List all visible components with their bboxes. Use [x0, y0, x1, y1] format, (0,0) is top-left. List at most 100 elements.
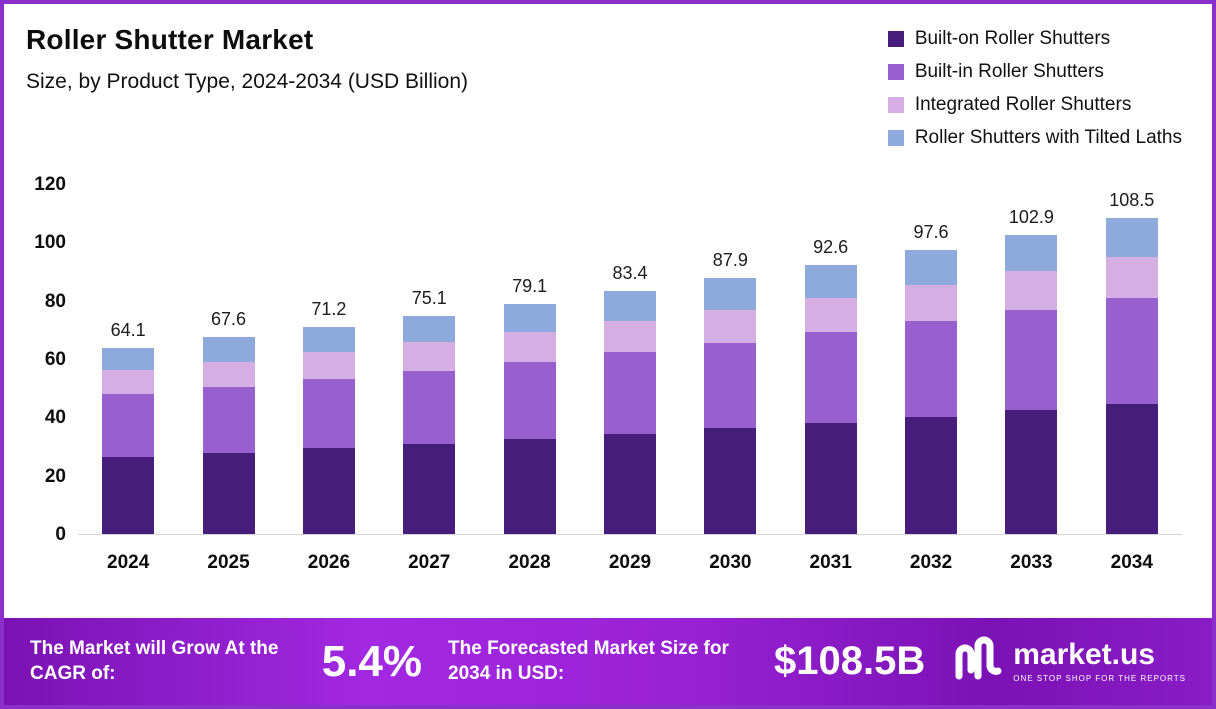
- bar-segment: [603, 321, 656, 353]
- bar-segment: [302, 326, 355, 353]
- bar-stack-2030: [704, 278, 757, 534]
- bar-total-label: 102.9: [1008, 206, 1054, 227]
- bar-total-label: 71.2: [311, 298, 347, 319]
- bar-segment: [804, 422, 857, 534]
- y-axis-tick-100: 100: [34, 232, 66, 254]
- logo-text-block: market.us ONE STOP SHOP FOR THE REPORTS: [1013, 638, 1186, 684]
- bar-column-2030: 87.9 2030: [704, 185, 757, 573]
- bar-segment: [804, 297, 857, 333]
- bar-segment: [102, 347, 155, 371]
- bar-stack-2027: [403, 315, 456, 534]
- bar-segment: [102, 456, 155, 534]
- x-axis-label-2025: 2025: [207, 552, 250, 573]
- legend-swatch: [887, 97, 904, 113]
- bar-segment: [503, 438, 556, 534]
- bar-stack-2034: [1105, 218, 1158, 535]
- chart-legend: Built-on Roller Shutters Built-in Roller …: [887, 24, 1182, 149]
- bar-column-2029: 83.4 2029: [603, 185, 656, 573]
- legend-swatch: [887, 31, 904, 47]
- bar-segment: [804, 264, 857, 298]
- legend-item-2: Integrated Roller Shutters: [887, 94, 1182, 116]
- y-axis-tick-60: 60: [44, 349, 66, 370]
- x-axis-label-2031: 2031: [809, 552, 852, 573]
- logo-name: market.us: [1013, 638, 1155, 671]
- legend-swatch: [887, 64, 904, 80]
- bar-segment: [1105, 403, 1158, 535]
- x-axis-label-2030: 2030: [709, 552, 752, 573]
- bar-segment: [302, 352, 355, 379]
- page-subtitle: Size, by Product Type, 2024-2034 (USD Bi…: [26, 70, 469, 93]
- bar-segment: [603, 291, 656, 322]
- forecast-value: $108.5B: [774, 639, 926, 683]
- y-axis-tick-120: 120: [34, 174, 66, 195]
- bar-segment: [1105, 257, 1158, 298]
- bar-segment: [503, 331, 556, 362]
- x-axis-label-2026: 2026: [307, 552, 351, 573]
- bar-segment: [905, 321, 958, 417]
- bar-stack-2032: [905, 250, 958, 534]
- bar-plot: 64.1 2024 67.6 2025 71.2 2026 75.1 2027 79.1 2028…: [78, 185, 1182, 573]
- bar-segment: [704, 309, 757, 343]
- bar-segment: [905, 250, 958, 285]
- bar-segment: [1005, 410, 1058, 534]
- cagr-value: 5.4%: [321, 636, 423, 686]
- bar-segment: [704, 428, 757, 534]
- bar-segment: [202, 386, 255, 453]
- bar-segment: [603, 352, 656, 434]
- bar-segment: [1005, 234, 1058, 272]
- legend-label: Built-on Roller Shutters: [914, 28, 1111, 49]
- cagr-label: The Market will Grow At the CAGR of:: [30, 637, 279, 684]
- bar-column-2025: 67.6 2025: [202, 185, 255, 573]
- x-axis-label-2032: 2032: [909, 552, 953, 573]
- bar-segment: [905, 284, 958, 322]
- bar-stack-2024: [102, 347, 155, 534]
- bar-total-label: 75.1: [411, 287, 447, 308]
- bar-segment: [704, 342, 757, 429]
- bar-stack-2033: [1005, 234, 1058, 534]
- bar-stack-2029: [603, 291, 656, 534]
- bar-segment: [102, 394, 155, 457]
- bar-column-2027: 75.1 2027: [403, 185, 456, 573]
- legend-label: Built-in Roller Shutters: [914, 61, 1104, 82]
- footer-banner: The Market will Grow At the CAGR of: 5.4…: [4, 618, 1212, 705]
- bar-total-label: 92.6: [813, 236, 849, 257]
- chart-area: 0 20 40 60 80 100 120 64.1 2024 67.6 2025 71.2 2026…: [4, 174, 1212, 573]
- bar-segment: [202, 337, 255, 362]
- bar-column-2033: 102.9 2033: [1005, 185, 1058, 573]
- bar-total-label: 108.5: [1109, 190, 1155, 211]
- bar-segment: [503, 303, 556, 332]
- bar-total-label: 83.4: [612, 263, 648, 284]
- bar-stack-2025: [202, 337, 255, 534]
- bar-total-label: 64.1: [110, 319, 146, 340]
- bar-segment: [503, 361, 556, 439]
- y-axis: 0 20 40 60 80 100 120: [20, 174, 78, 545]
- bar-segment: [1105, 218, 1158, 258]
- x-axis-label-2029: 2029: [608, 552, 652, 573]
- legend-swatch: [887, 130, 904, 146]
- y-axis-tick-0: 0: [55, 524, 66, 545]
- bar-segment: [403, 443, 456, 534]
- bar-column-2028: 79.1 2028: [503, 185, 556, 573]
- bar-total-label: 67.6: [211, 309, 247, 330]
- bar-segment: [905, 416, 958, 534]
- x-axis-label-2034: 2034: [1110, 552, 1153, 573]
- x-axis-label-2027: 2027: [408, 552, 451, 573]
- bar-segment: [302, 378, 355, 449]
- forecast-label: The Forecasted Market Size for 2034 in U…: [448, 637, 729, 684]
- x-axis-label-2028: 2028: [508, 552, 551, 573]
- market-us-logo-icon: [951, 636, 1003, 687]
- x-axis-label-2033: 2033: [1010, 552, 1053, 573]
- bar-segment: [603, 433, 656, 534]
- bar-segment: [302, 448, 355, 534]
- bar-column-2031: 92.6 2031: [804, 185, 857, 573]
- logo-tagline: ONE STOP SHOP FOR THE REPORTS: [1013, 674, 1186, 683]
- bar-segment: [202, 452, 255, 534]
- bar-segment: [1005, 271, 1058, 310]
- bar-segment: [1005, 309, 1058, 411]
- bar-segment: [403, 370, 456, 444]
- bar-column-2024: 64.1 2024: [102, 185, 155, 573]
- bar-total-label: 97.6: [913, 222, 949, 243]
- legend-item-1: Built-in Roller Shutters: [887, 61, 1182, 83]
- y-axis-tick-80: 80: [44, 290, 66, 312]
